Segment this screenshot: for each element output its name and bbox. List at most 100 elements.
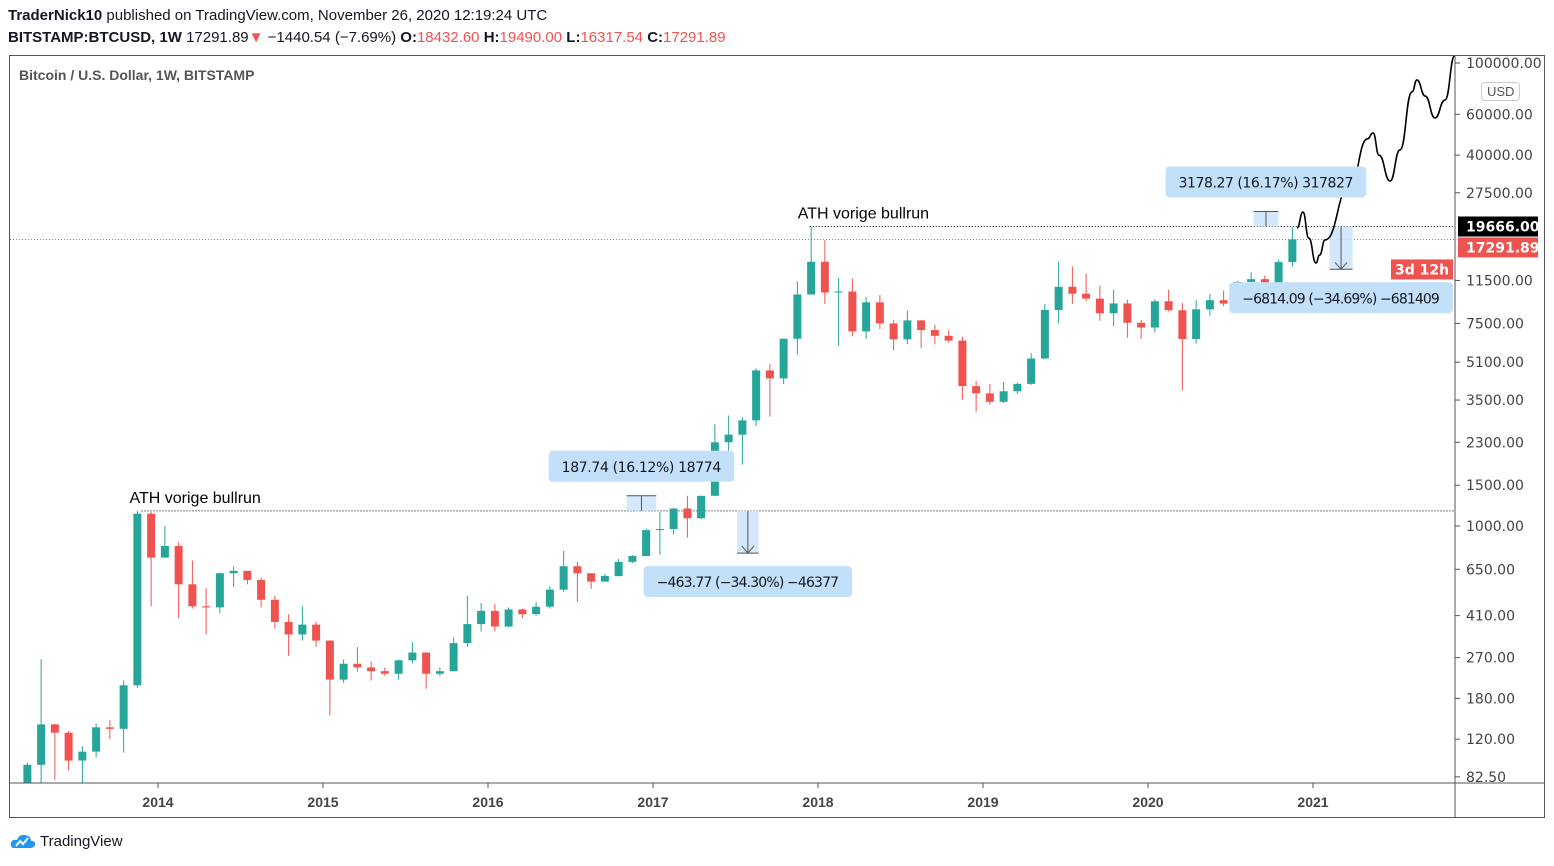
candle xyxy=(655,511,664,555)
price-tick-label: 7500.00 xyxy=(1466,316,1524,332)
candle xyxy=(1095,285,1104,321)
candle xyxy=(807,226,816,295)
currency-button[interactable]: USD xyxy=(1481,82,1521,101)
down-arrow-icon: ▼ xyxy=(248,29,264,46)
candle xyxy=(765,364,774,417)
candle xyxy=(64,731,73,771)
candle xyxy=(160,526,169,558)
candle xyxy=(92,723,101,758)
price-label-bg xyxy=(1458,237,1538,258)
candle-body xyxy=(793,294,802,339)
measure-label: −463.77 (−34.30%) −46377 xyxy=(657,575,839,591)
candle-body xyxy=(422,652,431,674)
candle xyxy=(820,239,829,304)
candle xyxy=(518,608,527,619)
price-tick-label: 1000.00 xyxy=(1466,519,1524,535)
candle xyxy=(752,368,761,427)
candle xyxy=(270,595,279,629)
candle xyxy=(380,667,389,676)
price-label: 19666.00 xyxy=(1466,220,1540,236)
candle xyxy=(1192,300,1201,344)
measure-tool xyxy=(1329,226,1353,271)
price-tick-label: 11500.00 xyxy=(1466,273,1533,289)
candle xyxy=(215,572,224,614)
candle xyxy=(1068,266,1077,304)
time-tick-label: 2021 xyxy=(1297,794,1328,810)
candle-body xyxy=(394,660,403,674)
candle-body xyxy=(532,606,541,615)
measure-label-bg xyxy=(1229,282,1453,314)
time-tick-label: 2017 xyxy=(637,794,668,810)
candle xyxy=(1219,290,1228,307)
candle xyxy=(889,320,898,351)
candle-body xyxy=(50,724,59,733)
candle-body xyxy=(92,727,101,752)
candle xyxy=(1178,302,1187,391)
candle-body xyxy=(243,570,252,580)
price-tick-label: 100000.00 xyxy=(1466,56,1542,72)
tradingview-logo[interactable]: TradingView xyxy=(10,832,123,850)
high-label: H: xyxy=(483,29,500,46)
candle xyxy=(958,336,967,401)
candle-body xyxy=(449,643,458,672)
measure-label-bg xyxy=(643,566,853,598)
measure-tool xyxy=(737,510,759,554)
candle-body xyxy=(1109,303,1118,314)
candle xyxy=(325,640,334,716)
candle-body xyxy=(1247,279,1256,282)
time-tick-label: 2014 xyxy=(142,794,173,810)
candle xyxy=(1109,289,1118,327)
candle-body xyxy=(848,291,857,332)
candle xyxy=(724,415,733,452)
candle xyxy=(312,621,321,648)
candle xyxy=(463,595,472,648)
candle-body xyxy=(820,261,829,293)
chart-frame[interactable] xyxy=(9,55,1545,818)
candle-body xyxy=(600,576,609,582)
candle-body xyxy=(518,609,527,615)
measure-label-bg xyxy=(1165,166,1367,198)
candle-body xyxy=(105,727,114,729)
price-tick-label: 120.00 xyxy=(1466,732,1515,748)
candle xyxy=(367,661,376,681)
candle xyxy=(917,320,926,348)
measure-label: −6814.09 (−34.69%) −681409 xyxy=(1242,291,1440,307)
candle-body xyxy=(972,386,981,394)
close-value: 17291.89 xyxy=(663,29,726,46)
candle-body xyxy=(1137,322,1146,328)
candle xyxy=(1013,382,1022,394)
candle xyxy=(999,381,1008,403)
measure-label-bg xyxy=(548,450,735,482)
candle xyxy=(834,277,843,346)
candle-body xyxy=(119,685,128,729)
candle-body xyxy=(312,624,321,641)
candle-body xyxy=(504,609,513,627)
candle-body xyxy=(628,556,637,562)
time-tick-label: 2015 xyxy=(307,794,338,810)
arrow-down-icon xyxy=(741,545,755,554)
candle xyxy=(642,528,651,557)
author[interactable]: TraderNick10 xyxy=(8,7,103,24)
candle-body xyxy=(779,338,788,379)
candle-body xyxy=(408,652,417,661)
candle xyxy=(600,574,609,582)
price-tick-label: 40000.00 xyxy=(1466,148,1533,164)
low-value: 16317.54 xyxy=(580,29,644,46)
candle xyxy=(1164,289,1173,312)
projection-brush-line xyxy=(1296,56,1455,264)
candle-body xyxy=(1219,300,1228,304)
candle-body xyxy=(683,508,692,519)
close-label: C: xyxy=(647,29,664,46)
candle xyxy=(972,380,981,412)
candle-body xyxy=(985,393,994,402)
candle-body xyxy=(1178,310,1187,340)
candle xyxy=(862,297,871,339)
candle-body xyxy=(1068,286,1077,294)
candle-body xyxy=(1040,310,1049,359)
countdown-bg xyxy=(1391,259,1453,280)
candle-body xyxy=(37,724,46,765)
price-tick-label: 1500.00 xyxy=(1466,478,1524,494)
candle xyxy=(587,573,596,589)
candle xyxy=(1137,320,1146,339)
